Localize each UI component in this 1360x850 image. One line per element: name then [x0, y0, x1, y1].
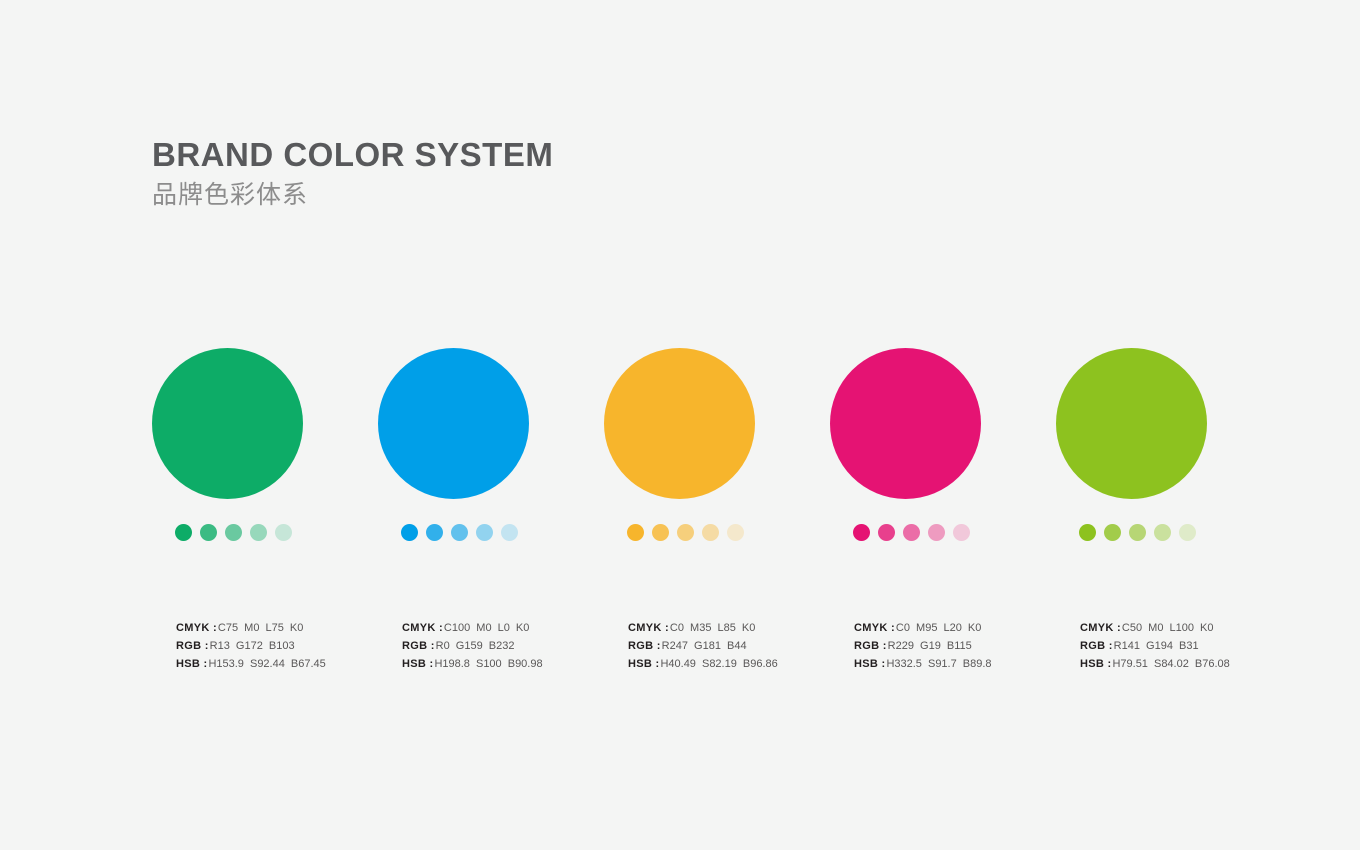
spec-row-cmyk: CMYK :C75 M0 L75 K0 [176, 619, 303, 637]
tint-dot [225, 524, 242, 541]
spec-row-hsb: HSB :H153.9 S92.44 B67.45 [176, 655, 326, 673]
brand-color-circle [830, 348, 981, 499]
color-swatch-row: CMYK :C75 M0 L75 K0 RGB :R13 G172 B103 H… [152, 348, 1230, 673]
brand-color-circle [152, 348, 303, 499]
spec-label-cmyk: CMYK : [854, 622, 895, 634]
page-subtitle: 品牌色彩体系 [152, 181, 309, 209]
spec-row-cmyk: CMYK :C50 M0 L100 K0 [1080, 619, 1213, 637]
color-specs: CMYK :C0 M35 L85 K0 RGB :R247 G181 B44 H… [628, 619, 778, 673]
spec-row-rgb: RGB :R13 G172 B103 [176, 637, 303, 655]
tint-dot [175, 524, 192, 541]
spec-row-rgb: RGB :R141 G194 B31 [1080, 637, 1207, 655]
tint-dot [1154, 524, 1171, 541]
color-specs: CMYK :C50 M0 L100 K0 RGB :R141 G194 B31 … [1080, 619, 1230, 673]
spec-row-cmyk: CMYK :C0 M35 L85 K0 [628, 619, 755, 637]
spec-label-hsb: HSB : [628, 658, 660, 670]
tint-dot [476, 524, 493, 541]
spec-label-cmyk: CMYK : [402, 622, 443, 634]
tint-dot [853, 524, 870, 541]
tint-dots-row [175, 524, 303, 541]
tint-dot [878, 524, 895, 541]
tint-dot [275, 524, 292, 541]
spec-value-hsb: H198.8 S100 B90.98 [434, 658, 543, 670]
spec-label-rgb: RGB : [176, 640, 209, 652]
tint-dot [928, 524, 945, 541]
tint-dots-row [853, 524, 981, 541]
tint-dots-row [401, 524, 529, 541]
spec-value-cmyk: C100 M0 L0 K0 [443, 622, 530, 634]
tint-dot [1179, 524, 1196, 541]
spec-value-hsb: H332.5 S91.7 B89.8 [886, 658, 992, 670]
spec-label-rgb: RGB : [628, 640, 661, 652]
tint-dot [627, 524, 644, 541]
tint-dot [1129, 524, 1146, 541]
tint-dot [250, 524, 267, 541]
spec-value-rgb: R141 G194 B31 [1113, 640, 1199, 652]
tint-dots-row [1079, 524, 1207, 541]
spec-row-hsb: HSB :H332.5 S91.7 B89.8 [854, 655, 992, 673]
spec-value-rgb: R0 G159 B232 [435, 640, 515, 652]
spec-value-cmyk: C75 M0 L75 K0 [217, 622, 304, 634]
tint-dot [727, 524, 744, 541]
spec-row-cmyk: CMYK :C0 M95 L20 K0 [854, 619, 981, 637]
brand-color-circle [1056, 348, 1207, 499]
color-column-green: CMYK :C75 M0 L75 K0 RGB :R13 G172 B103 H… [152, 348, 326, 673]
tint-dot [652, 524, 669, 541]
spec-value-cmyk: C0 M35 L85 K0 [669, 622, 756, 634]
spec-label-cmyk: CMYK : [176, 622, 217, 634]
spec-label-cmyk: CMYK : [1080, 622, 1121, 634]
spec-label-rgb: RGB : [854, 640, 887, 652]
brand-color-circle [604, 348, 755, 499]
tint-dot [903, 524, 920, 541]
spec-value-rgb: R247 G181 B44 [661, 640, 747, 652]
color-column-yellow: CMYK :C0 M35 L85 K0 RGB :R247 G181 B44 H… [604, 348, 778, 673]
spec-label-hsb: HSB : [402, 658, 434, 670]
tint-dot [200, 524, 217, 541]
spec-label-rgb: RGB : [402, 640, 435, 652]
spec-label-cmyk: CMYK : [628, 622, 669, 634]
spec-value-hsb: H79.51 S84.02 B76.08 [1112, 658, 1230, 670]
spec-label-hsb: HSB : [854, 658, 886, 670]
spec-label-hsb: HSB : [176, 658, 208, 670]
page-title: BRAND COLOR SYSTEM [152, 136, 554, 173]
tint-dot [451, 524, 468, 541]
spec-label-rgb: RGB : [1080, 640, 1113, 652]
page-header: BRAND COLOR SYSTEM 品牌色彩体系 [152, 138, 553, 208]
spec-row-hsb: HSB :H198.8 S100 B90.98 [402, 655, 543, 673]
tint-dots-row [627, 524, 755, 541]
tint-dot [426, 524, 443, 541]
spec-value-cmyk: C0 M95 L20 K0 [895, 622, 982, 634]
tint-dot [677, 524, 694, 541]
color-specs: CMYK :C0 M95 L20 K0 RGB :R229 G19 B115 H… [854, 619, 992, 673]
spec-row-cmyk: CMYK :C100 M0 L0 K0 [402, 619, 529, 637]
spec-row-hsb: HSB :H40.49 S82.19 B96.86 [628, 655, 778, 673]
spec-value-hsb: H153.9 S92.44 B67.45 [208, 658, 326, 670]
spec-value-cmyk: C50 M0 L100 K0 [1121, 622, 1214, 634]
tint-dot [501, 524, 518, 541]
tint-dot [1079, 524, 1096, 541]
spec-row-rgb: RGB :R0 G159 B232 [402, 637, 529, 655]
color-column-lime: CMYK :C50 M0 L100 K0 RGB :R141 G194 B31 … [1056, 348, 1230, 673]
spec-value-rgb: R13 G172 B103 [209, 640, 295, 652]
spec-value-rgb: R229 G19 B115 [887, 640, 972, 652]
color-column-magenta: CMYK :C0 M95 L20 K0 RGB :R229 G19 B115 H… [830, 348, 992, 673]
spec-row-hsb: HSB :H79.51 S84.02 B76.08 [1080, 655, 1230, 673]
color-column-blue: CMYK :C100 M0 L0 K0 RGB :R0 G159 B232 HS… [378, 348, 543, 673]
spec-row-rgb: RGB :R247 G181 B44 [628, 637, 755, 655]
color-specs: CMYK :C75 M0 L75 K0 RGB :R13 G172 B103 H… [176, 619, 326, 673]
brand-color-circle [378, 348, 529, 499]
color-specs: CMYK :C100 M0 L0 K0 RGB :R0 G159 B232 HS… [402, 619, 543, 673]
tint-dot [401, 524, 418, 541]
tint-dot [953, 524, 970, 541]
tint-dot [702, 524, 719, 541]
tint-dot [1104, 524, 1121, 541]
spec-value-hsb: H40.49 S82.19 B96.86 [660, 658, 778, 670]
spec-label-hsb: HSB : [1080, 658, 1112, 670]
spec-row-rgb: RGB :R229 G19 B115 [854, 637, 981, 655]
